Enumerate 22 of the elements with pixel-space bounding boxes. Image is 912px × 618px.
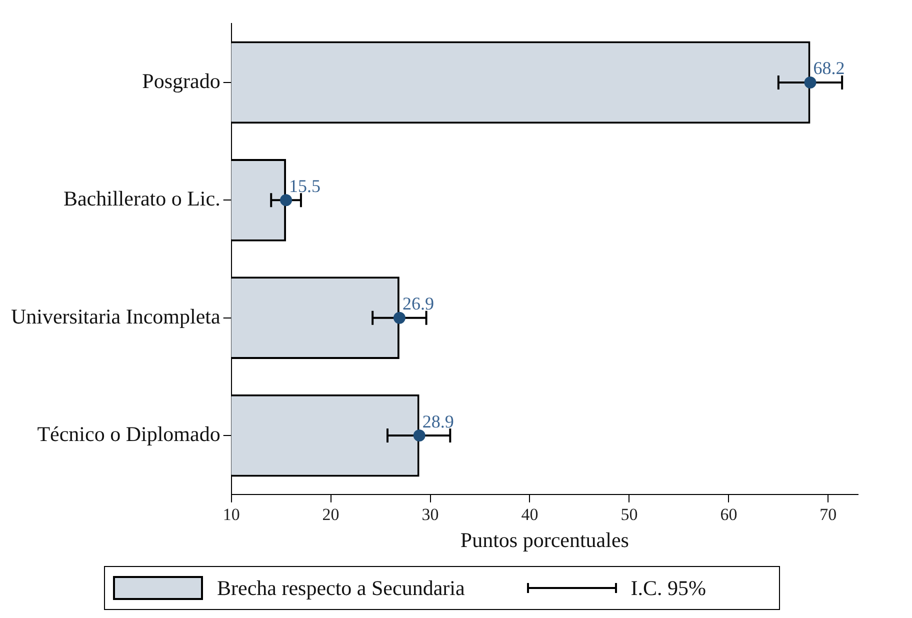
point [804, 76, 816, 88]
y-tick-label: Técnico o Diplomado [37, 422, 220, 446]
point [393, 312, 406, 324]
x-tick-label: 30 [422, 505, 439, 524]
data-label: 15.5 [289, 176, 321, 196]
y-tick-label: Universitaria Incompleta [10, 304, 221, 328]
x-tick-label: 40 [521, 505, 538, 524]
x-tick-label: 70 [820, 505, 837, 524]
x-tick-label: 10 [222, 505, 240, 524]
y-tick-label: Bachillerato o Lic. [63, 186, 220, 211]
text: I.C. 95% [630, 576, 706, 600]
x-axis-title: Puntos porcentuales [460, 528, 629, 552]
x-tick-label: 50 [620, 505, 638, 524]
x-tick-label: 20 [322, 505, 340, 524]
legend-label: Brecha respecto a Secundaria [217, 576, 465, 600]
point [280, 194, 292, 206]
x-tick-label: 60 [720, 505, 738, 524]
data-label: 28.9 [422, 411, 454, 432]
data-label: 68.2 [813, 58, 845, 78]
data-label: 26.9 [402, 294, 434, 314]
point [413, 430, 426, 442]
y-tick-label: Posgrado [142, 68, 220, 93]
